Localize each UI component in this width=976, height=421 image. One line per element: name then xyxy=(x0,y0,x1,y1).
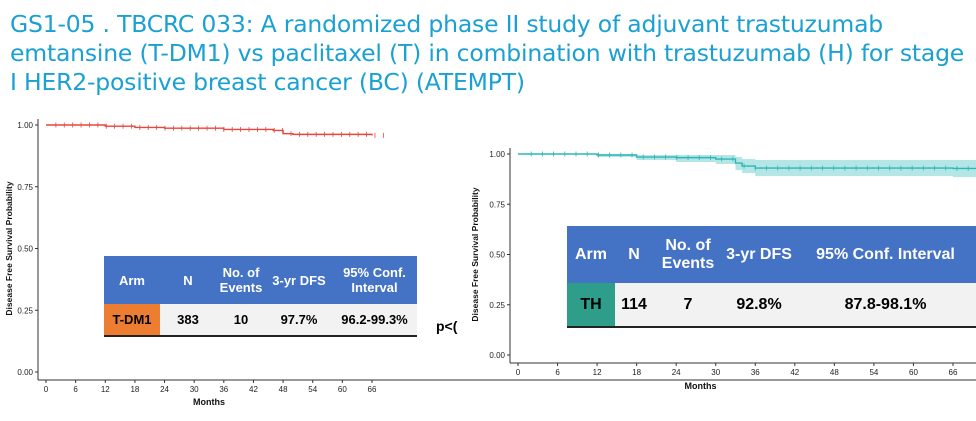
x-tick-label: 18 xyxy=(130,385,139,394)
x-axis-label: Months xyxy=(685,381,717,391)
x-tick-label: 42 xyxy=(249,385,258,394)
x-tick-label: 54 xyxy=(869,368,878,377)
x-tick-label: 42 xyxy=(790,368,799,377)
header-ci: 95% Conf. Interval xyxy=(332,256,417,304)
y-tick-label: 0.50 xyxy=(489,251,505,260)
x-tick-label: 18 xyxy=(632,368,641,377)
y-tick-label: 1.00 xyxy=(17,121,33,130)
x-tick-label: 30 xyxy=(711,368,720,377)
y-tick-label: 0.00 xyxy=(17,368,33,377)
y-tick-label: 0.25 xyxy=(489,301,505,310)
events-cell: 7 xyxy=(653,283,723,327)
x-tick-label: 60 xyxy=(909,368,918,377)
arm-cell: TH xyxy=(567,283,615,327)
header-arm: Arm xyxy=(567,226,615,283)
survival-curve-th xyxy=(518,153,976,170)
slide-title: GS1-05 . TBCRC 033: A randomized phase I… xyxy=(10,10,965,96)
th-summary-table: Arm N No. of Events 3-yr DFS 95% Conf. I… xyxy=(567,226,976,328)
p-value-fragment: p<( xyxy=(436,318,458,334)
x-tick-label: 0 xyxy=(516,368,521,377)
n-cell: 114 xyxy=(615,283,653,327)
x-tick-label: 66 xyxy=(368,385,377,394)
y-tick-label: 0.50 xyxy=(17,245,33,254)
y-tick-label: 1.00 xyxy=(489,150,505,159)
ci-cell: 96.2-99.3% xyxy=(332,304,417,336)
y-tick-label: 0.75 xyxy=(489,200,505,209)
x-tick-label: 60 xyxy=(338,385,347,394)
x-tick-label: 6 xyxy=(73,385,78,394)
header-ci: 95% Conf. Interval xyxy=(795,226,976,283)
x-tick-label: 24 xyxy=(160,385,169,394)
dfs-cell: 97.7% xyxy=(266,304,332,336)
header-n: N xyxy=(160,256,216,304)
x-axis-label: Months xyxy=(193,397,225,407)
x-tick-label: 6 xyxy=(555,368,560,377)
header-dfs: 3-yr DFS xyxy=(266,256,332,304)
km-chart-2: 0.00 0.25 0.50 0.75 1.00 0 6 12 18 24 30 36 42 48 54 60… xyxy=(470,148,976,391)
x-tick-label: 36 xyxy=(219,385,228,394)
y-tick-label: 0.25 xyxy=(17,306,33,315)
tdm1-summary-table: Arm N No. of Events 3-yr DFS 95% Conf. I… xyxy=(104,256,417,337)
header-arm: Arm xyxy=(104,256,160,304)
dfs-cell: 92.8% xyxy=(723,283,795,327)
x-tick-label: 24 xyxy=(672,368,681,377)
x-tick-label: 54 xyxy=(308,385,317,394)
y-axis-label: Disease Free Survival Probability xyxy=(470,187,480,321)
arm-cell: T-DM1 xyxy=(104,304,160,336)
events-cell: 10 xyxy=(216,304,266,336)
x-tick-label: 36 xyxy=(751,368,760,377)
x-tick-label: 30 xyxy=(190,385,199,394)
x-tick-label: 12 xyxy=(101,385,110,394)
x-tick-label: 66 xyxy=(949,368,958,377)
header-events: No. of Events xyxy=(653,226,723,283)
x-tick-label: 48 xyxy=(830,368,839,377)
x-tick-label: 48 xyxy=(279,385,288,394)
survival-curve-t-dm1 xyxy=(46,124,373,136)
y-axis-label: Disease Free Survival Probability xyxy=(4,181,14,315)
header-events: No. of Events xyxy=(216,256,266,304)
km-chart-1: 0.000.250.500.751.000 6 12 18 24 30 36 42 48 54 60… xyxy=(4,119,976,407)
n-cell: 383 xyxy=(160,304,216,336)
header-dfs: 3-yr DFS xyxy=(723,226,795,283)
y-tick-label: 0.00 xyxy=(489,351,505,360)
header-n: N xyxy=(615,226,653,283)
y-tick-label: 0.75 xyxy=(17,183,33,192)
x-tick-label: 0 xyxy=(44,385,49,394)
ci-cell: 87.8-98.1% xyxy=(795,283,976,327)
x-tick-label: 12 xyxy=(593,368,602,377)
